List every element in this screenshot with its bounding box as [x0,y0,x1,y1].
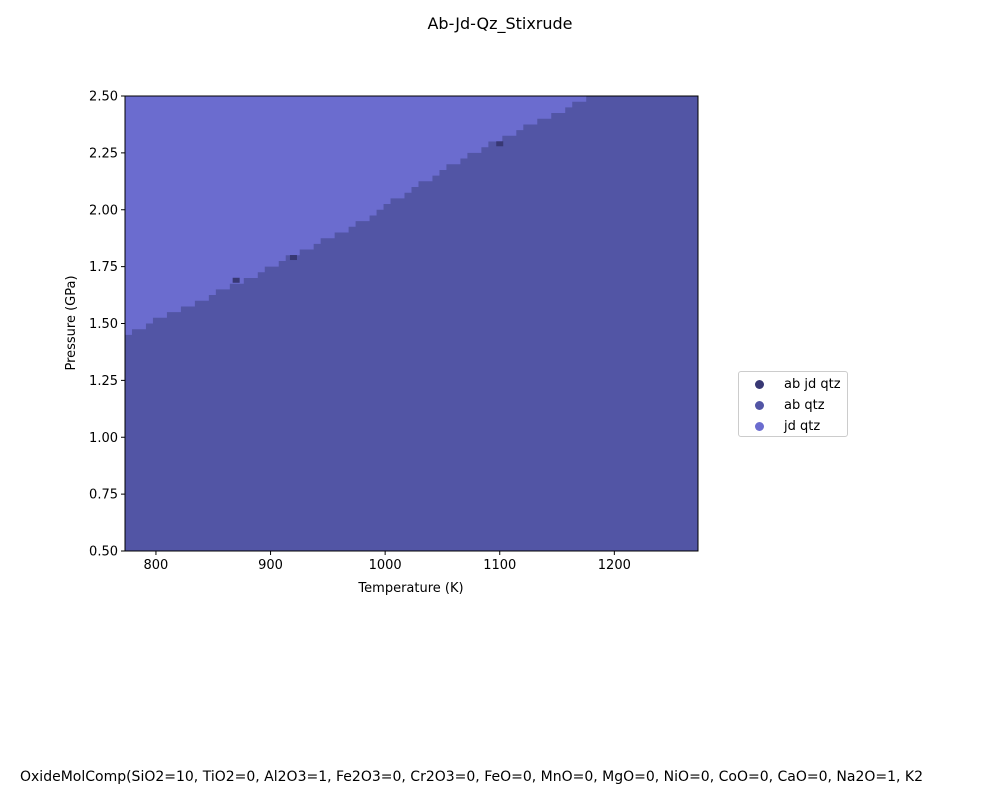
legend-marker [755,422,764,431]
x-axis-label: Temperature (K) [357,581,463,596]
y-tick-label: 2.50 [89,90,118,105]
y-tick-label: 2.00 [89,203,118,218]
x-tick-label: 900 [258,558,283,573]
y-tick-label: 1.50 [89,317,118,332]
y-axis: 0.50 0.75 1.00 1.25 1.50 1.75 2.00 2.25 2.50 [89,90,125,560]
legend-item: ab jd qtz [739,374,847,395]
y-tick-label: 0.50 [89,545,118,560]
region-ab-jd-qtz-point [496,141,504,147]
region-ab-jd-qtz-point [289,255,297,261]
legend: ab jd qtz ab qtz jd qtz [738,371,848,437]
y-tick-label: 1.25 [89,374,118,389]
x-tick-label: 1200 [598,558,631,573]
x-tick-label: 800 [144,558,169,573]
legend-item: ab qtz [739,395,847,416]
legend-label: ab jd qtz [784,377,841,392]
legend-marker [755,401,764,410]
plot-area [124,95,699,552]
x-tick-label: 1100 [483,558,516,573]
y-tick-label: 0.75 [89,488,118,503]
chart-title: Ab-Jd-Qz_Stixrude [427,14,573,33]
y-axis-label: Pressure (GPa) [64,275,79,370]
x-axis: 800 900 1000 1100 1200 [144,551,631,573]
legend-label: jd qtz [784,419,821,434]
region-jd-qtz [125,96,698,335]
y-tick-label: 1.75 [89,260,118,275]
legend-label: ab qtz [784,398,825,413]
y-tick-label: 2.25 [89,146,118,161]
x-tick-label: 1000 [369,558,402,573]
legend-marker [755,380,764,389]
composition-footer: OxideMolComp(SiO2=10, TiO2=0, Al2O3=1, F… [20,769,924,785]
region-ab-jd-qtz-point [232,277,240,283]
y-tick-label: 1.00 [89,431,118,446]
legend-item: jd qtz [739,416,847,437]
